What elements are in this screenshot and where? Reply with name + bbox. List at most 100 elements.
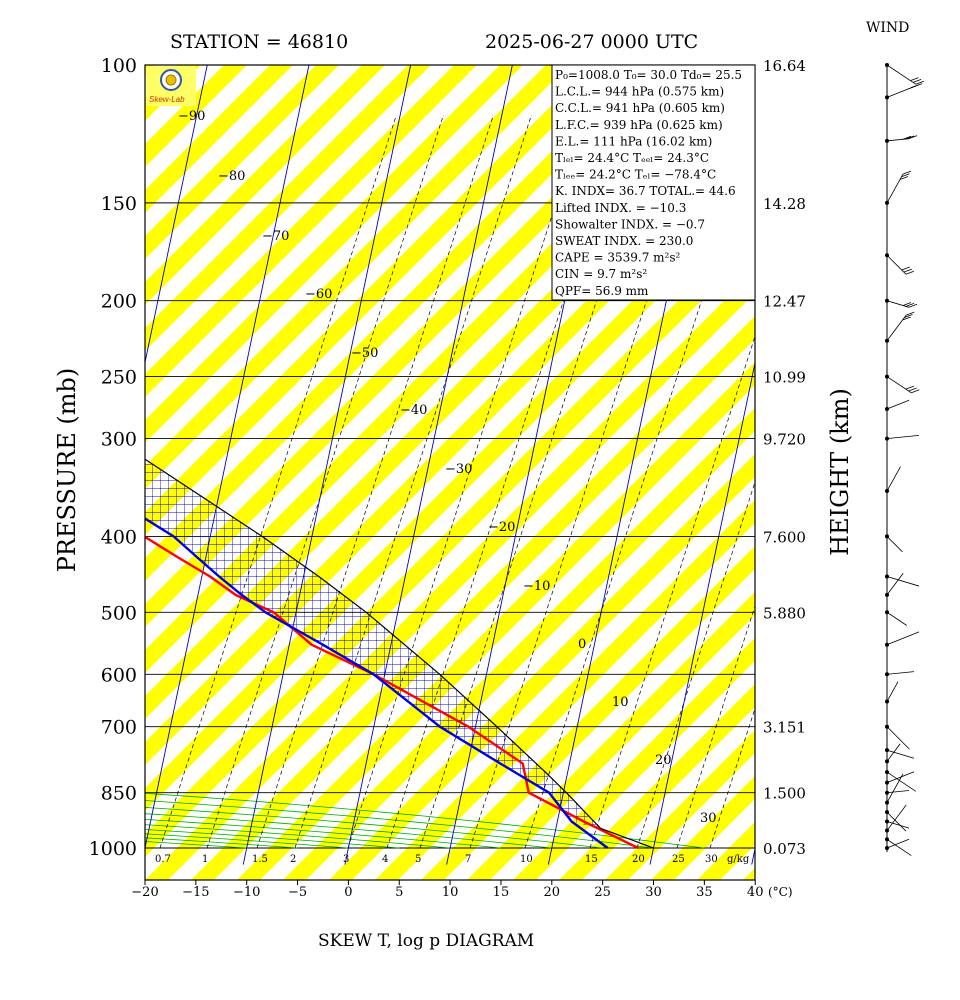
wind-barb bbox=[886, 376, 912, 394]
wind-barb bbox=[886, 466, 901, 492]
y-axis-label-right: HEIGHT (km) bbox=[826, 388, 854, 556]
wind-feather bbox=[904, 314, 913, 318]
wind-barb bbox=[886, 790, 910, 794]
pressure-tick-label: 150 bbox=[101, 193, 137, 215]
wind-feather bbox=[907, 85, 917, 90]
wind-feather bbox=[905, 385, 915, 390]
x-tick-label: −5 bbox=[288, 885, 307, 900]
height-tick-label: 1.500 bbox=[763, 785, 806, 803]
dry-adiabat-band bbox=[283, 408, 755, 880]
isotherm-label: −80 bbox=[218, 169, 245, 184]
dry-adiabat-band bbox=[145, 65, 247, 167]
wind-barb bbox=[886, 671, 915, 675]
info-line: K. INDX= 36.7 TOTAL.= 44.6 bbox=[555, 184, 736, 198]
wind-feather bbox=[908, 135, 918, 140]
x-tick-label: 25 bbox=[594, 885, 611, 900]
wind-barb bbox=[886, 773, 904, 803]
dry-adiabat-band bbox=[919, 0, 960, 980]
info-line: C.C.L.= 941 hPa (0.605 km) bbox=[555, 101, 725, 115]
wind-feather bbox=[908, 303, 918, 308]
isotherm-line bbox=[344, 65, 513, 865]
x-tick-label: −15 bbox=[182, 885, 209, 900]
mixing-ratio-label: 3 bbox=[343, 854, 349, 865]
info-line: CAPE = 3539.7 m²s² bbox=[555, 251, 681, 265]
x-tick-label: 35 bbox=[696, 885, 713, 900]
dry-adiabat-band bbox=[145, 270, 755, 880]
pressure-tick-label: 200 bbox=[101, 291, 137, 313]
x-tick-label: 30 bbox=[645, 885, 662, 900]
dry-adiabat-band bbox=[191, 316, 755, 880]
height-tick-label: 14.28 bbox=[763, 195, 806, 213]
mixing-ratio-label: 7 bbox=[465, 854, 471, 865]
dry-adiabat-band bbox=[651, 776, 755, 880]
info-line: L.C.L.= 944 hPa (0.575 km) bbox=[555, 85, 724, 99]
info-line: Showalter INDX. = −0.7 bbox=[555, 217, 705, 231]
x-tick-label: 15 bbox=[493, 885, 510, 900]
moist-adiabat bbox=[145, 792, 705, 849]
mixing-ratio-label: 5 bbox=[415, 854, 421, 865]
info-line: QPF= 56.9 mm bbox=[555, 284, 649, 298]
institution-logo: Skew-Lab bbox=[146, 66, 196, 106]
mixing-ratio-unit: g/kg bbox=[727, 854, 750, 865]
mixing-ratio-line bbox=[709, 707, 755, 849]
x-tick-label: 40 bbox=[747, 885, 764, 900]
dry-adiabat-band bbox=[697, 822, 755, 880]
info-line: Tₗₑₗ= 24.4°C Tₑₑₗ= 24.3°C bbox=[555, 151, 709, 165]
dry-adiabat-band bbox=[145, 65, 385, 305]
dry-adiabat-band bbox=[145, 65, 477, 397]
dry-adiabat-band bbox=[145, 65, 432, 351]
pressure-tick-label: 300 bbox=[101, 429, 137, 451]
pressure-tick-label: 400 bbox=[101, 526, 137, 548]
info-line: Lifted INDX. = −10.3 bbox=[555, 201, 686, 215]
pressure-tick-label: 600 bbox=[101, 664, 137, 686]
isotherm-line bbox=[649, 361, 755, 865]
wind-barb bbox=[886, 536, 903, 553]
dry-adiabat-band bbox=[329, 454, 755, 880]
mixing-ratio-label: 30 bbox=[705, 854, 718, 865]
info-line: E.L.= 111 hPa (16.02 km) bbox=[555, 134, 712, 148]
wind-barb bbox=[886, 573, 904, 596]
wind-barb bbox=[886, 314, 907, 341]
mixing-ratio-line bbox=[676, 605, 755, 849]
x-tick-label: 5 bbox=[395, 885, 403, 900]
isotherm-label: 10 bbox=[612, 695, 629, 710]
x-tick-label: 20 bbox=[544, 885, 561, 900]
mixing-ratio-label: 2 bbox=[290, 854, 296, 865]
mixing-ratio-line bbox=[347, 114, 585, 849]
mixing-ratio-label: 20 bbox=[632, 854, 645, 865]
x-tick-label: 10 bbox=[442, 885, 459, 900]
wind-feather bbox=[915, 80, 924, 85]
isotherm-line bbox=[0, 65, 4, 865]
isotherm-label: 0 bbox=[578, 637, 586, 652]
wind-barb bbox=[886, 300, 910, 308]
wind-feather bbox=[906, 311, 915, 316]
dry-adiabat-band bbox=[467, 592, 755, 880]
wind-barb bbox=[886, 771, 915, 783]
wind-title: WIND bbox=[866, 20, 909, 36]
wind-feather bbox=[908, 387, 917, 392]
mixing-ratio-line bbox=[256, 114, 494, 849]
mixing-ratio-label: 15 bbox=[585, 854, 598, 865]
wind-barb bbox=[886, 838, 910, 849]
moist-adiabat bbox=[145, 818, 501, 849]
wind-barb bbox=[886, 681, 899, 702]
wind-feather bbox=[910, 77, 919, 81]
series-temperature bbox=[145, 535, 639, 850]
series-dewpoint bbox=[145, 517, 609, 849]
datetime-title: 2025-06-27 0000 UTC bbox=[485, 31, 698, 53]
sounding-index-box: P₀=1008.0 T₀= 30.0 Td₀= 25.5 L.C.L.= 944 … bbox=[551, 64, 756, 301]
x-tick-label: 0 bbox=[344, 885, 352, 900]
wind-barb bbox=[886, 839, 912, 856]
wind-barb bbox=[886, 399, 910, 410]
wind-barb bbox=[886, 749, 915, 759]
wind-barb bbox=[886, 821, 910, 829]
dry-adiabat-band bbox=[781, 0, 960, 980]
wind-barb bbox=[886, 771, 917, 792]
dry-adiabat-band bbox=[145, 65, 293, 213]
mixing-ratio-label: 0.7 bbox=[155, 854, 171, 865]
station-title: STATION = 46810 bbox=[170, 31, 348, 53]
